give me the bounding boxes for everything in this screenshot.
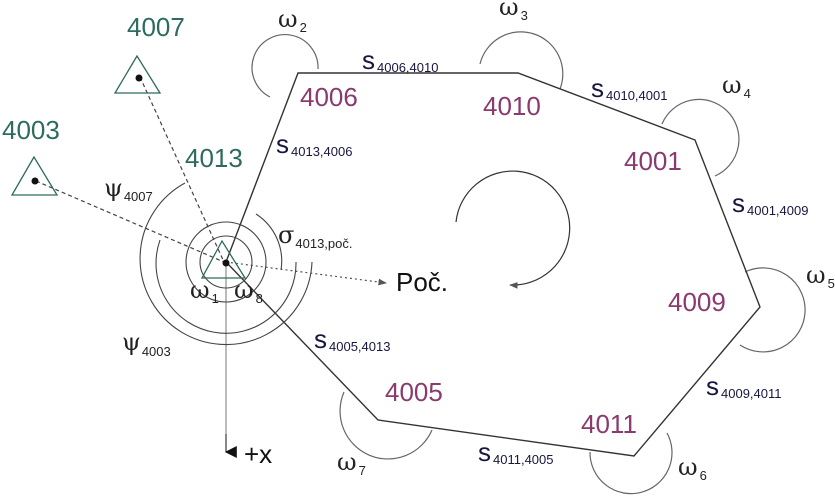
sight-line-4003	[35, 180, 225, 263]
traverse-polygon	[225, 72, 761, 457]
omega-1-arc	[199, 235, 253, 289]
omega-2-arc	[251, 34, 319, 98]
triangle-icon	[10, 155, 59, 196]
point-dot	[135, 74, 143, 82]
point-label-4011: 4011	[581, 409, 637, 439]
distance-label-4013-4006: s 4013,4006	[276, 129, 352, 159]
point-label-4003: 4003	[2, 115, 60, 145]
psi-4003-arc	[155, 239, 297, 334]
start-direction-line	[225, 261, 387, 286]
x-axis-label: +x	[244, 439, 272, 469]
vertex-angle-arcs	[251, 31, 806, 495]
point-label-4013: 4013	[185, 143, 243, 173]
omega-8-arc	[185, 221, 267, 303]
start-direction-label: Poč.	[396, 267, 448, 297]
point-label-4007: 4007	[127, 12, 185, 42]
point-dot	[31, 177, 39, 185]
point-4013-marker	[200, 239, 247, 279]
point-label-4001: 4001	[624, 146, 682, 176]
psi-4007-arc	[139, 182, 313, 346]
omega-4-arc	[661, 98, 740, 177]
distance-label-4011-4005: s 4011,4005	[478, 437, 554, 467]
omega-6-arc	[589, 432, 673, 495]
omega-3-arc	[479, 31, 564, 90]
distance-label-4001-4009: s 4001,4009	[732, 188, 808, 218]
distance-label-4005-4013: s 4005,4013	[314, 324, 390, 354]
point-4007-marker	[113, 54, 162, 94]
point-4003-marker	[10, 155, 59, 196]
omega-5-arc	[739, 267, 806, 353]
omega-7-arc	[339, 391, 433, 460]
triangle-icon	[200, 239, 247, 279]
point-label-4009: 4009	[668, 287, 726, 317]
point-label-4010: 4010	[483, 91, 541, 121]
sigma-arc	[255, 213, 283, 271]
point-label-4005: 4005	[385, 377, 443, 407]
triangle-icon	[113, 54, 162, 94]
point-label-4006: 4006	[300, 82, 358, 112]
psi-4007-label: ψ4007	[104, 174, 153, 204]
distance-label-4010-4001: s 4010,4001	[591, 73, 667, 103]
angle-arcs-4013	[139, 182, 313, 346]
sight-line-4007	[139, 76, 225, 263]
sigma-label: σ4013,poč.	[278, 221, 353, 251]
psi-4003-label: ψ4003	[122, 328, 171, 359]
rotation-direction-icon	[455, 170, 571, 289]
distance-label-4009-4011: s 4009,4011	[706, 371, 782, 401]
point-dot	[222, 259, 230, 267]
distance-label-4006-4010: s 4006,4010	[362, 45, 438, 75]
